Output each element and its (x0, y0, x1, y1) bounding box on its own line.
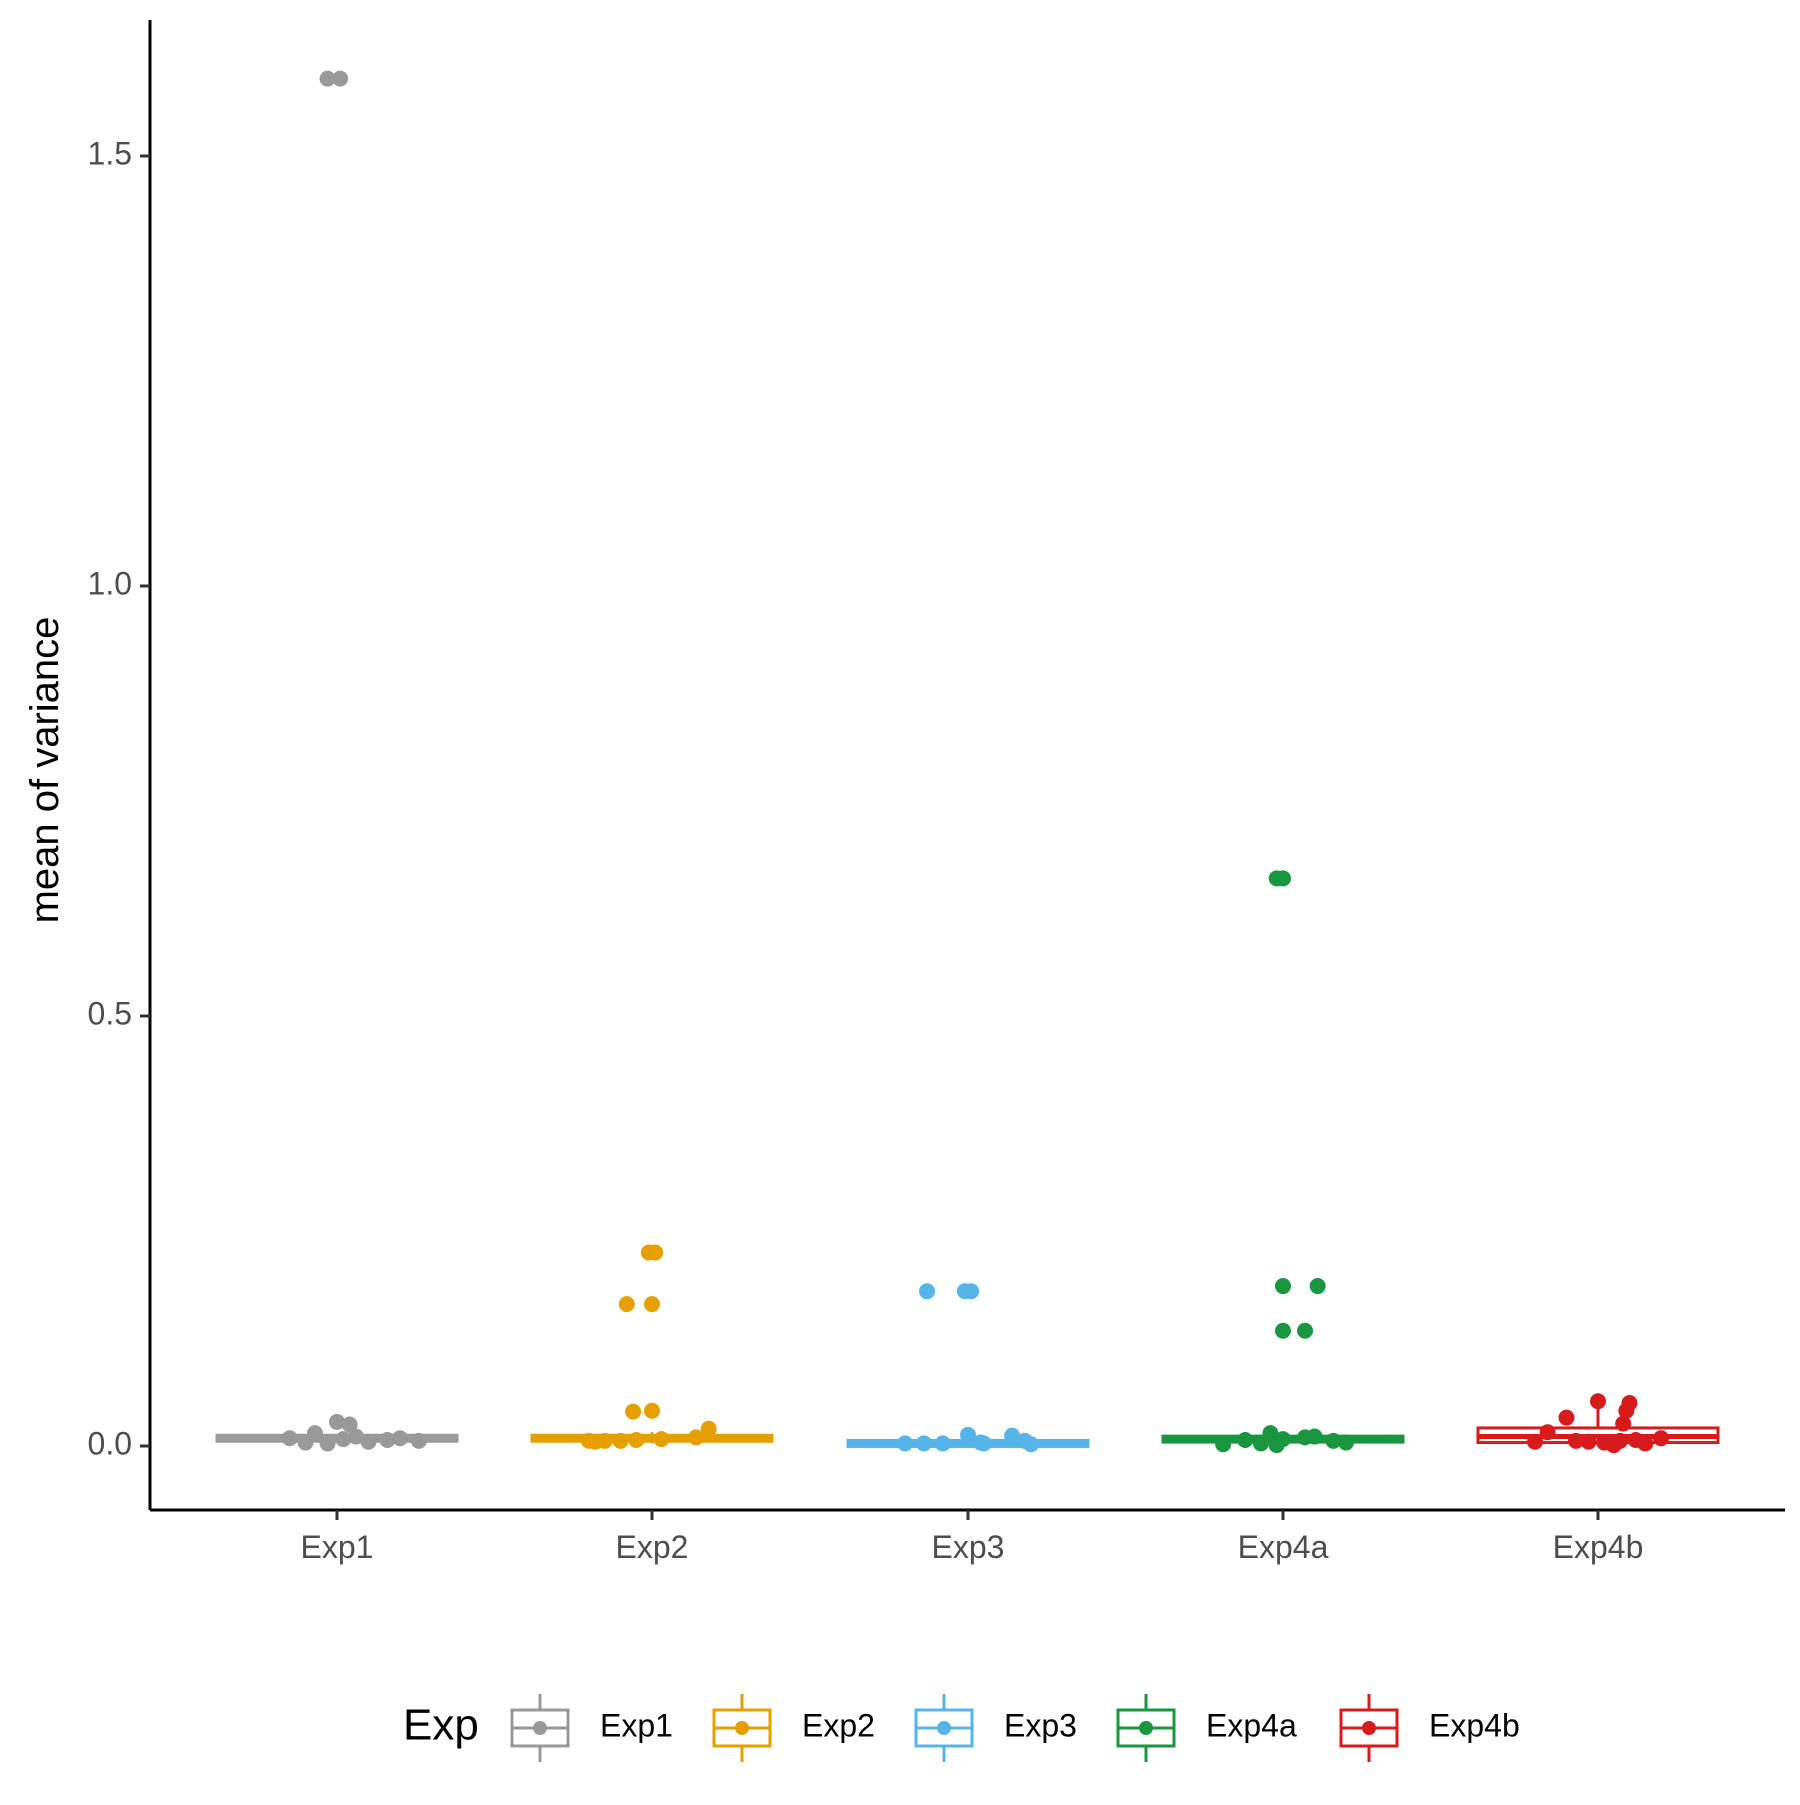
data-point (1309, 1278, 1326, 1295)
data-point (972, 1434, 989, 1451)
data-point (341, 1416, 358, 1433)
data-point (1215, 1436, 1232, 1453)
x-tick-label: Exp4a (1238, 1529, 1329, 1565)
series-exp3 (846, 1283, 1090, 1453)
legend-item-exp4a: Exp4a (1116, 1694, 1297, 1762)
axes: 0.0 0.5 1.0 1.5 Exp1 Exp2 Exp3 Exp4a Exp4b (88, 20, 1785, 1565)
x-tick-label: Exp4b (1553, 1529, 1644, 1565)
data-point (1558, 1409, 1575, 1426)
series-exp4b (1476, 1393, 1720, 1454)
legend-key-point (735, 1721, 749, 1735)
data-point (647, 1244, 664, 1261)
data-point (332, 70, 349, 87)
data-point (1612, 1432, 1629, 1449)
data-point (1262, 1425, 1279, 1442)
data-point (628, 1431, 645, 1448)
x-tick-label: Exp2 (616, 1529, 689, 1565)
data-point (1567, 1432, 1584, 1449)
data-point (347, 1428, 364, 1445)
data-point (688, 1429, 705, 1446)
series-exp1 (215, 70, 459, 1452)
data-point (644, 1402, 660, 1419)
legend-key-point (1362, 1721, 1376, 1735)
data-point (915, 1435, 932, 1452)
data-point (281, 1430, 298, 1447)
data-point (392, 1430, 408, 1447)
data-point (612, 1432, 629, 1449)
data-point (1275, 1278, 1291, 1295)
data-point (1539, 1424, 1556, 1441)
y-tick-label: 1.0 (88, 565, 132, 601)
legend-label: Exp1 (600, 1707, 673, 1743)
data-point (1338, 1434, 1354, 1451)
legend-key-point (533, 1721, 547, 1735)
data-point (335, 1431, 352, 1448)
legend-title: Exp (403, 1701, 479, 1750)
data-point (587, 1433, 604, 1450)
y-axis-title: mean of variance (23, 617, 67, 924)
data-point (960, 1426, 976, 1443)
data-point (934, 1435, 951, 1452)
legend-key-point (937, 1721, 951, 1735)
x-tick-label: Exp3 (932, 1529, 1005, 1565)
legend-item-exp1: Exp1 (510, 1694, 673, 1762)
data-point (625, 1403, 642, 1420)
data-point (360, 1433, 377, 1450)
legend-label: Exp4b (1429, 1707, 1520, 1743)
data-point (1297, 1322, 1314, 1339)
data-point (1590, 1393, 1606, 1410)
data-point (1325, 1432, 1342, 1449)
data-point (410, 1432, 427, 1449)
data-point (319, 1435, 336, 1452)
data-point (897, 1435, 913, 1452)
data-point (1275, 1322, 1291, 1339)
data-point (653, 1431, 670, 1448)
data-point (1653, 1430, 1669, 1447)
plot-area (215, 70, 1720, 1454)
x-tick-label: Exp1 (301, 1529, 374, 1565)
data-point (963, 1283, 980, 1300)
legend-label: Exp2 (802, 1707, 875, 1743)
data-point (1275, 1431, 1291, 1448)
data-point (329, 1413, 345, 1430)
data-point (618, 1296, 635, 1313)
data-point (1615, 1415, 1632, 1432)
data-point (1527, 1433, 1543, 1450)
legend: Exp Exp1 Exp2 Exp3 Exp4a Exp4b (403, 1694, 1520, 1762)
y-tick-label: 1.5 (88, 135, 132, 171)
y-tick-label: 0.0 (88, 1425, 132, 1461)
legend-label: Exp3 (1004, 1707, 1077, 1743)
data-point (700, 1420, 717, 1437)
legend-item-exp3: Exp3 (914, 1694, 1077, 1762)
data-point (1237, 1431, 1254, 1448)
legend-label: Exp4a (1206, 1707, 1297, 1743)
series-exp2 (530, 1244, 774, 1450)
data-point (379, 1431, 396, 1448)
data-point (1621, 1395, 1638, 1411)
legend-item-exp2: Exp2 (712, 1694, 875, 1762)
data-point (1306, 1428, 1323, 1445)
data-point (319, 70, 336, 87)
data-point (1580, 1433, 1597, 1450)
data-point (919, 1283, 936, 1300)
series-exp4a (1161, 870, 1405, 1454)
data-point (1275, 870, 1291, 887)
legend-key-point (1139, 1721, 1153, 1735)
data-point (1004, 1427, 1021, 1444)
data-point (1252, 1435, 1269, 1452)
data-point (644, 1296, 660, 1313)
data-point (1637, 1435, 1654, 1452)
y-tick-label: 0.5 (88, 995, 132, 1031)
data-point (297, 1434, 314, 1451)
legend-item-exp4b: Exp4b (1339, 1694, 1520, 1762)
data-point (1023, 1436, 1039, 1453)
